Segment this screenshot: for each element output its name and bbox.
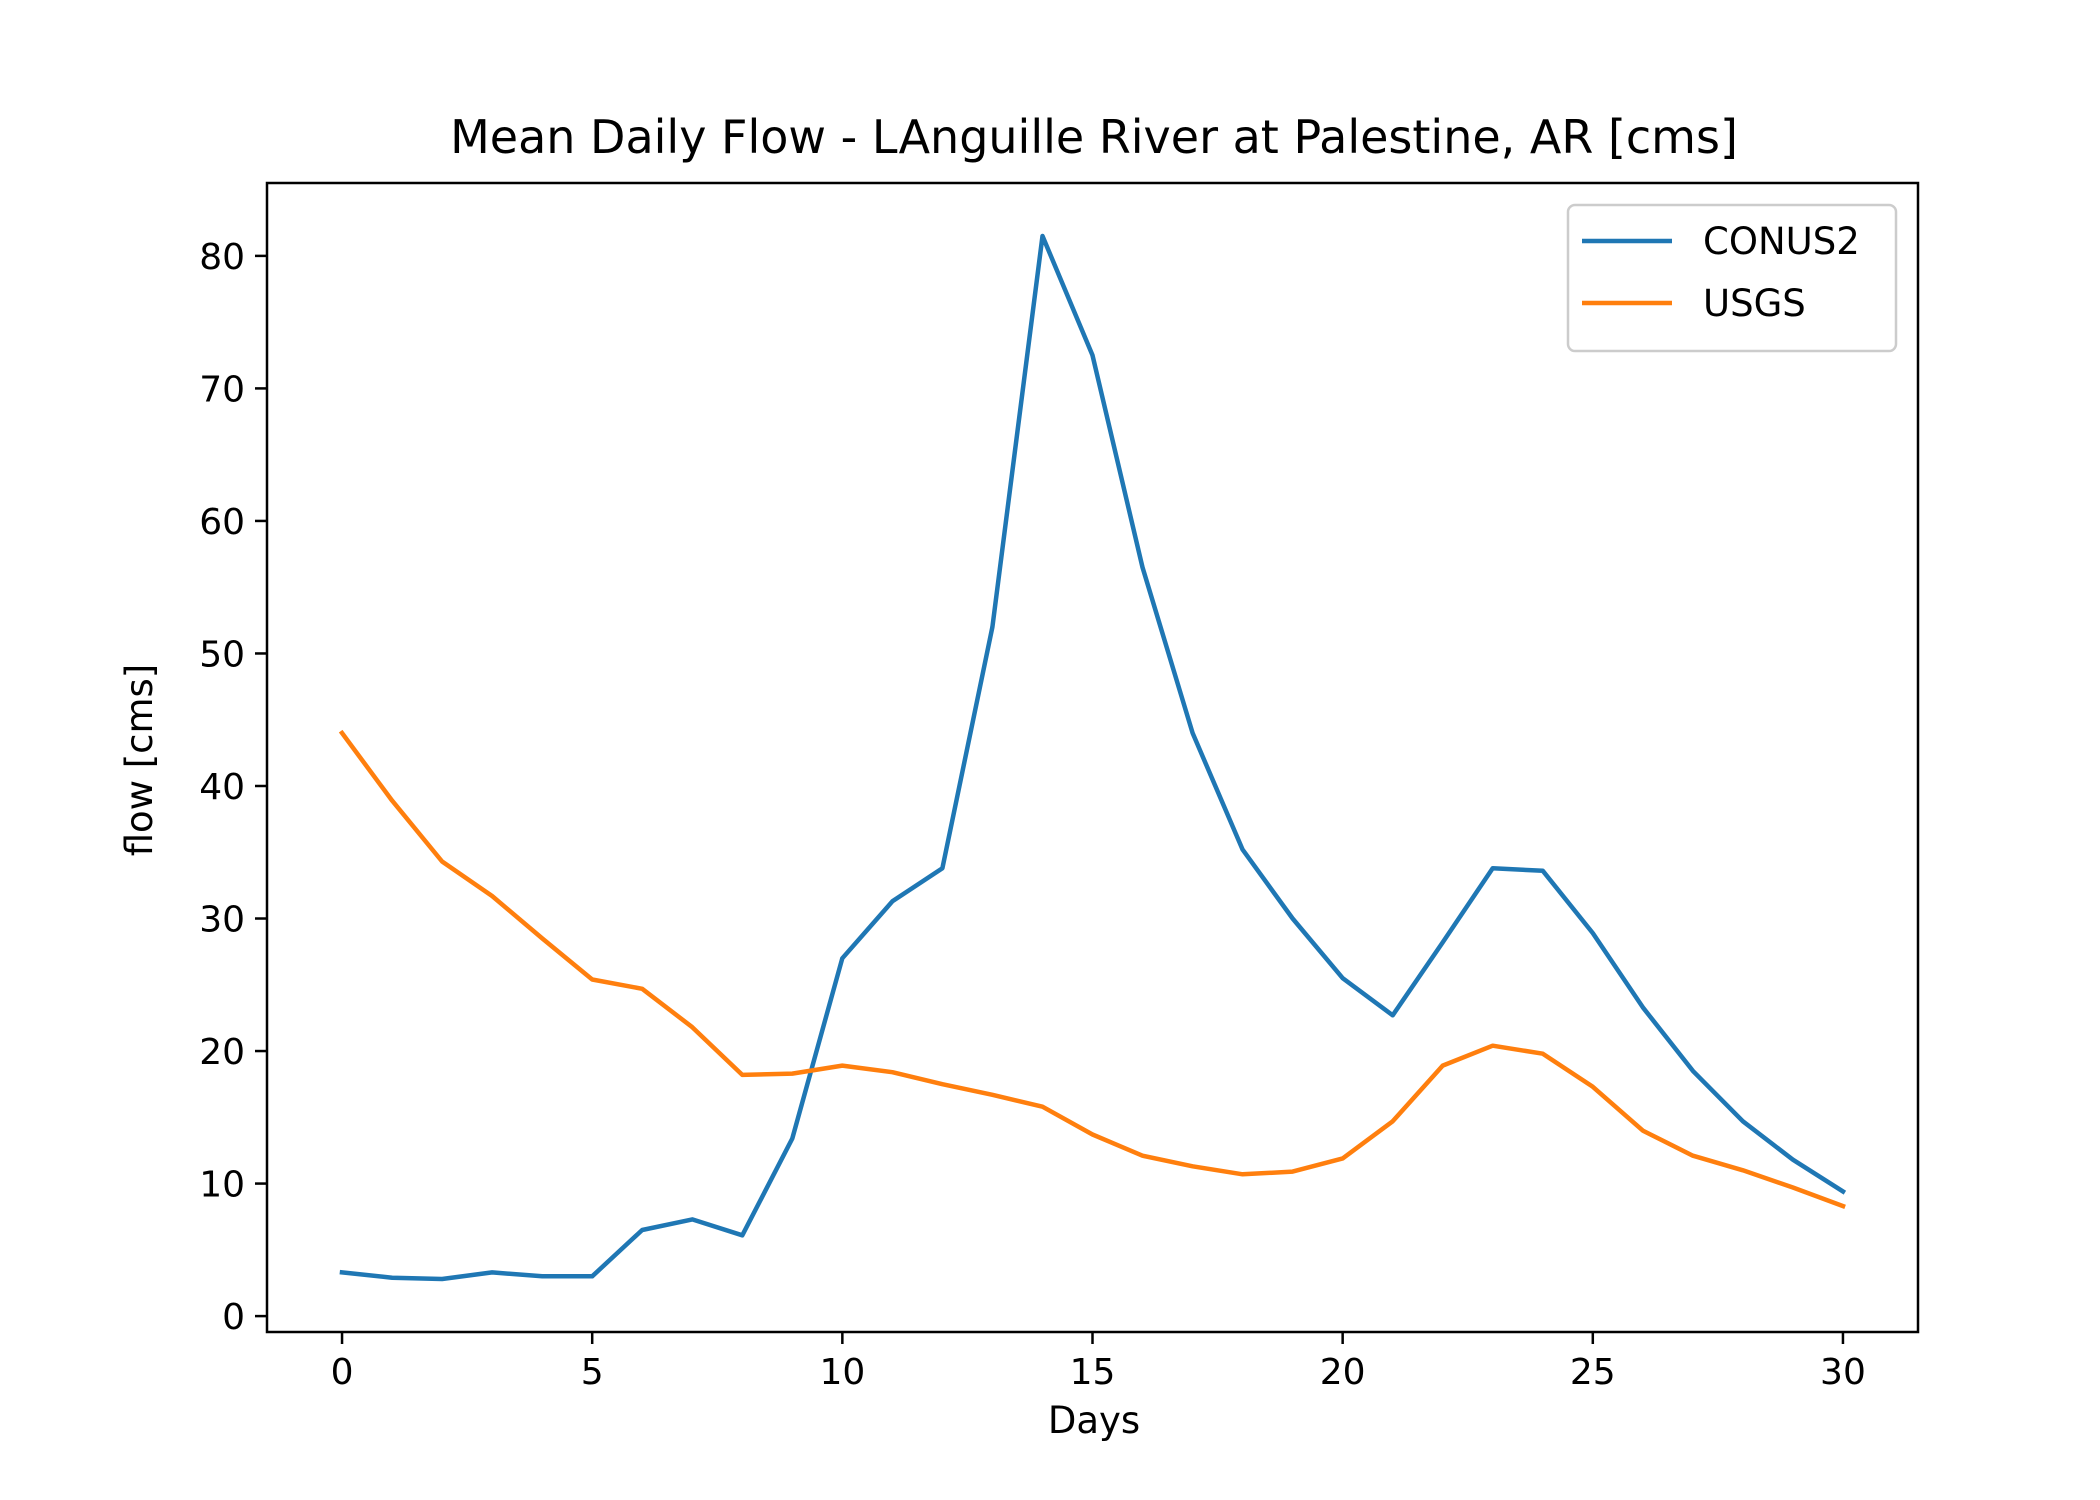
- y-tick-label: 70: [199, 369, 245, 410]
- x-tick-label: 20: [1320, 1352, 1366, 1393]
- y-tick-label: 30: [199, 900, 245, 941]
- legend-label-usgs: USGS: [1703, 282, 1806, 325]
- x-tick-label: 5: [581, 1352, 604, 1393]
- y-tick-label: 0: [222, 1297, 245, 1338]
- y-axis: 0 10 20 30 40 50 60 70 80: [199, 237, 267, 1338]
- x-tick-label: 10: [819, 1352, 865, 1393]
- y-tick-label: 10: [199, 1165, 245, 1206]
- series-layer: [338, 233, 1847, 1282]
- x-tick-label: 15: [1070, 1352, 1116, 1393]
- legend: CONUS2 USGS: [1566, 203, 1898, 353]
- y-tick-label: 40: [199, 767, 245, 808]
- series-line-usgs: [338, 729, 1846, 1209]
- y-tick-label: 50: [199, 634, 245, 675]
- x-axis-label: Days: [1048, 1399, 1140, 1442]
- series-line-conus2: [339, 233, 1847, 1282]
- y-tick-label: 80: [199, 237, 245, 278]
- y-tick-label: 20: [199, 1032, 245, 1073]
- x-tick-label: 25: [1570, 1352, 1616, 1393]
- y-tick-label: 60: [199, 502, 245, 543]
- x-tick-label: 0: [331, 1352, 354, 1393]
- legend-label-conus2: CONUS2: [1703, 220, 1860, 263]
- chart-title: Mean Daily Flow - LAnguille River at Pal…: [450, 110, 1738, 164]
- x-axis: 0 5 10 15 20 25 30: [331, 1332, 1866, 1393]
- x-tick-label: 30: [1820, 1352, 1866, 1393]
- y-axis-label: flow [cms]: [118, 664, 161, 857]
